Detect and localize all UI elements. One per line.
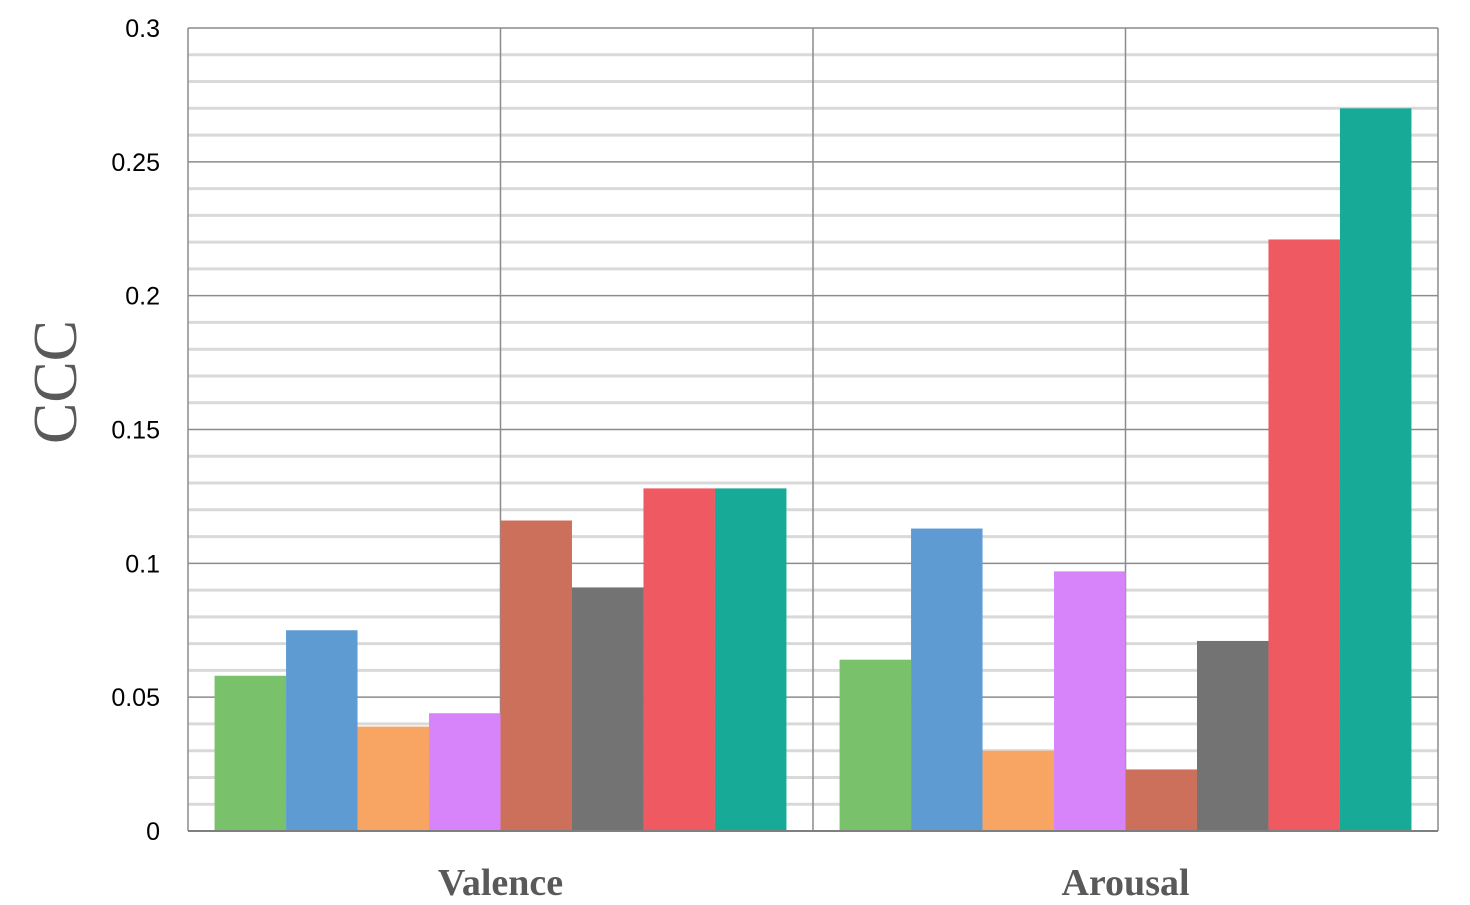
y-tick-label: 0 xyxy=(146,818,160,846)
y-tick-label: 0.05 xyxy=(111,684,160,712)
y-tick-label: 0.1 xyxy=(125,550,160,578)
vertical-gridlines xyxy=(187,28,1439,831)
bar-valence-2 xyxy=(286,630,358,831)
bar-arousal-7 xyxy=(1268,239,1340,831)
y-axis-label: CCC xyxy=(22,320,90,444)
bar-arousal-3 xyxy=(982,750,1055,831)
bar-valence-4 xyxy=(429,713,501,831)
bar-valence-7 xyxy=(643,488,715,831)
bar-valence-8 xyxy=(714,488,787,831)
bar-valence-1 xyxy=(214,675,287,831)
bar-arousal-4 xyxy=(1054,571,1126,831)
x-axis-category-labels: Valence Arousal xyxy=(438,862,1190,904)
bar-arousal-8 xyxy=(1339,108,1412,832)
bar-arousal-5 xyxy=(1125,769,1197,831)
category-label-arousal: Arousal xyxy=(1061,862,1189,904)
bars xyxy=(214,108,1412,832)
bar-arousal-2 xyxy=(911,528,983,831)
bar-arousal-1 xyxy=(839,659,912,831)
y-tick-label: 0.3 xyxy=(125,15,160,43)
bar-valence-6 xyxy=(571,587,644,831)
bar-valence-5 xyxy=(500,520,572,831)
y-tick-label: 0.2 xyxy=(125,283,160,311)
y-axis-tick-labels: 0 0.05 0.1 0.15 0.2 0.25 0.3 xyxy=(111,15,160,846)
y-tick-label: 0.15 xyxy=(111,417,160,445)
bar-arousal-6 xyxy=(1196,640,1269,831)
y-tick-label: 0.25 xyxy=(111,149,160,177)
category-label-valence: Valence xyxy=(438,862,563,904)
bar-valence-3 xyxy=(357,726,430,831)
